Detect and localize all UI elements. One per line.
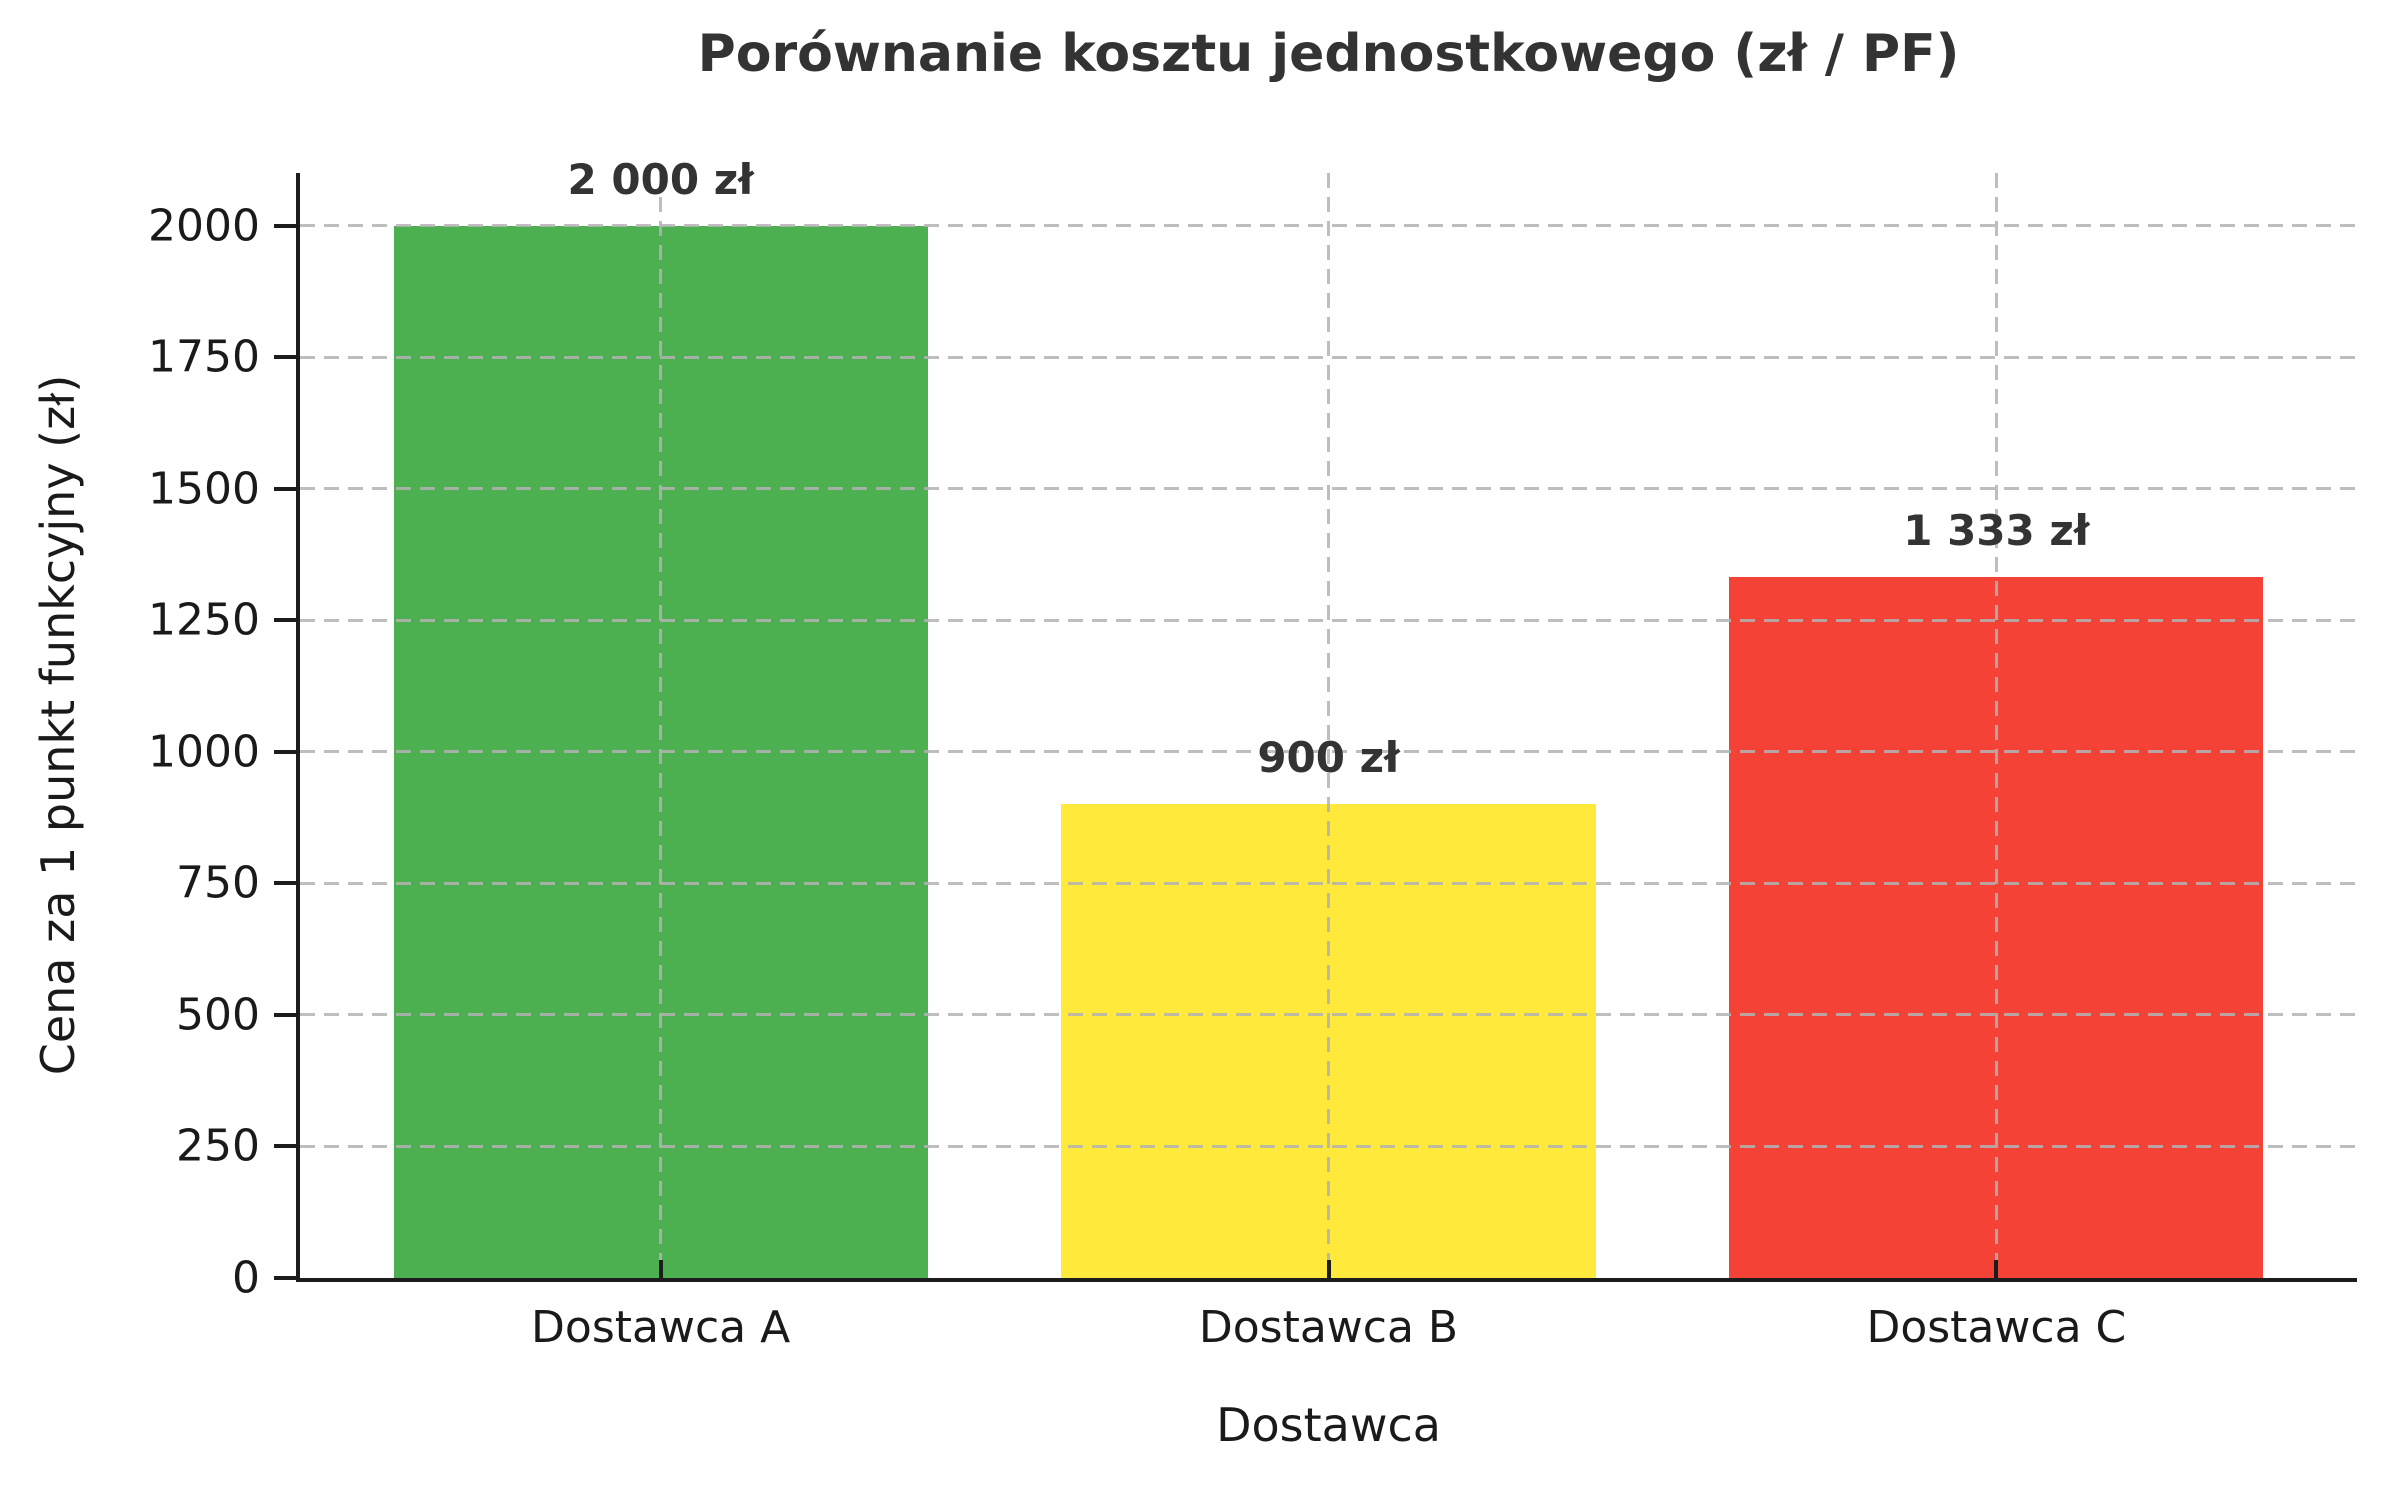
bar-value-label: 1 333 zł [1903, 505, 2090, 555]
bar-value-label: 2 000 zł [567, 154, 754, 204]
x-axis-spine [296, 1278, 2357, 1282]
y-tick-label: 1500 [148, 463, 260, 515]
y-tick-mark [274, 486, 296, 491]
x-axis-label: Dostawca [1216, 1398, 1441, 1452]
y-tick-label: 1250 [148, 594, 260, 646]
x-tick-mark [658, 1260, 663, 1278]
x-tick-label: Dostawca C [1866, 1302, 2127, 1353]
y-tick-label: 0 [232, 1252, 260, 1304]
bar-value-label: 900 zł [1257, 733, 1400, 783]
x-tick-mark [1994, 1260, 1999, 1278]
y-tick-label: 2000 [148, 200, 260, 252]
y-axis-spine [296, 173, 300, 1282]
x-tick-label: Dostawca A [531, 1302, 791, 1353]
y-tick-mark [274, 355, 296, 360]
plot-area: 2 000 zł 900 zł 1 333 zł [300, 155, 2357, 1278]
x-gridline [1994, 173, 1998, 1278]
y-tick-mark [274, 223, 296, 228]
y-tick-label: 750 [176, 857, 260, 909]
y-tick-label: 250 [176, 1120, 260, 1172]
y-tick-mark [274, 749, 296, 754]
x-gridline [659, 173, 663, 1278]
y-tick-label: 1000 [148, 726, 260, 778]
y-tick-mark [274, 1012, 296, 1017]
x-tick-mark [1326, 1260, 1331, 1278]
y-tick-label: 1750 [148, 331, 260, 383]
y-tick-mark [274, 1276, 296, 1280]
x-tick-label: Dostawca B [1198, 1302, 1459, 1353]
y-tick-mark [274, 618, 296, 623]
x-gridline [1327, 173, 1330, 1278]
y-tick-mark [274, 881, 296, 886]
y-tick-mark [274, 1144, 296, 1149]
chart-title: Porównanie kosztu jednostkowego (zł / PF… [697, 24, 1960, 84]
y-tick-label: 500 [176, 989, 260, 1041]
